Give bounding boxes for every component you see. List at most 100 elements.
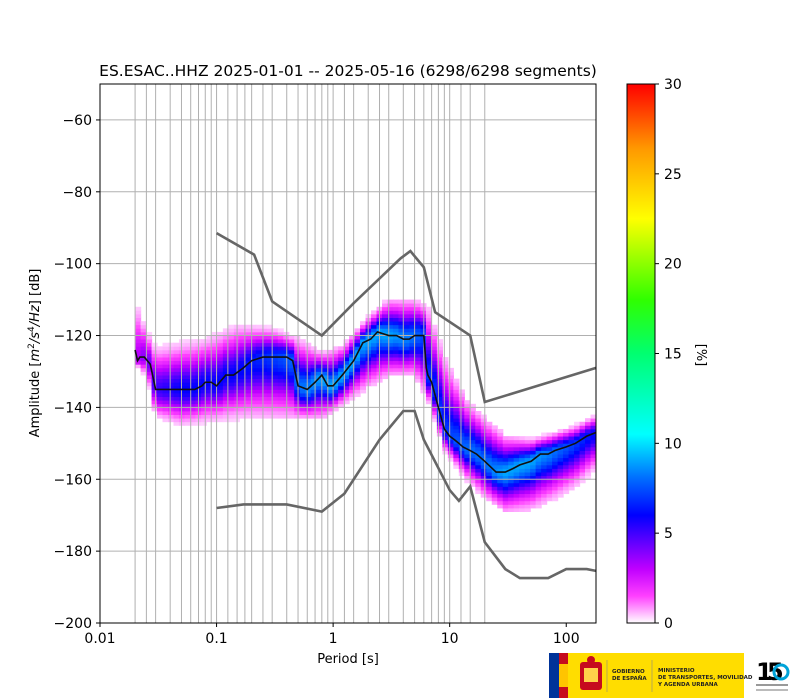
density-cell xyxy=(228,353,235,358)
density-cell xyxy=(360,353,367,358)
density-cell xyxy=(513,461,520,466)
density-cell xyxy=(228,410,235,415)
density-cell xyxy=(414,375,422,380)
density-cell xyxy=(513,436,520,441)
density-cell xyxy=(398,321,405,326)
density-cell xyxy=(173,382,180,387)
density-cell xyxy=(228,371,235,376)
density-cell xyxy=(458,468,465,473)
density-cell xyxy=(425,378,432,383)
density-cell xyxy=(519,475,526,480)
density-cell xyxy=(585,436,592,441)
density-cell xyxy=(332,407,339,412)
density-cell xyxy=(464,410,471,415)
density-cell xyxy=(392,313,400,318)
density-cell xyxy=(579,443,586,448)
density-cell xyxy=(327,357,334,362)
density-cell xyxy=(392,306,400,311)
density-cell xyxy=(135,342,142,347)
density-cell xyxy=(244,367,251,372)
density-cell xyxy=(464,407,471,412)
density-cell xyxy=(211,378,218,383)
density-cell xyxy=(464,475,471,480)
density-cell xyxy=(157,396,164,401)
density-cell xyxy=(387,342,394,347)
density-cell xyxy=(250,414,257,419)
density-cell xyxy=(552,432,559,437)
density-cell xyxy=(354,382,361,387)
density-cell xyxy=(261,349,268,354)
density-cell xyxy=(261,357,268,362)
density-cell xyxy=(557,482,564,487)
density-cell xyxy=(294,414,301,419)
density-cell xyxy=(288,403,295,408)
density-cell xyxy=(508,457,515,462)
density-cell xyxy=(458,450,465,455)
density-cell xyxy=(294,403,301,408)
density-cell xyxy=(316,393,323,398)
density-cell xyxy=(305,396,312,401)
density-cell xyxy=(458,428,465,433)
density-cell xyxy=(250,349,257,354)
density-cell xyxy=(277,396,284,401)
density-cell xyxy=(546,479,553,484)
density-cell xyxy=(431,371,438,376)
density-cell xyxy=(162,400,169,405)
density-cell xyxy=(200,378,208,383)
density-cell xyxy=(135,306,142,311)
density-cell xyxy=(140,324,147,329)
density-cell xyxy=(277,400,284,405)
density-cell xyxy=(469,464,476,469)
density-cell xyxy=(277,357,284,362)
density-cell xyxy=(425,346,432,351)
density-cell xyxy=(458,439,465,444)
density-cell xyxy=(431,410,438,415)
density-cell xyxy=(255,378,262,383)
density-cell xyxy=(250,403,257,408)
density-cell xyxy=(585,428,592,433)
density-cell xyxy=(508,439,515,444)
density-cell xyxy=(222,382,229,387)
density-cell xyxy=(519,497,526,502)
density-cell xyxy=(442,357,449,362)
density-cell xyxy=(168,346,175,351)
density-cell xyxy=(327,353,334,358)
density-cell xyxy=(288,400,295,405)
density-cell xyxy=(222,349,229,354)
density-cell xyxy=(530,436,537,441)
density-cell xyxy=(409,317,416,322)
density-cell xyxy=(157,410,164,415)
density-cell xyxy=(431,367,438,372)
density-cell xyxy=(590,428,596,433)
density-cell xyxy=(469,407,476,412)
density-cell xyxy=(151,364,158,369)
density-cell xyxy=(447,403,454,408)
density-cell xyxy=(431,364,438,369)
y-tick-label: −60 xyxy=(62,113,92,129)
density-cell xyxy=(343,349,350,354)
density-cell xyxy=(519,468,526,473)
density-cell xyxy=(409,357,416,362)
density-cell xyxy=(480,443,487,448)
density-cell xyxy=(360,339,367,344)
density-cell xyxy=(288,410,295,415)
density-cell xyxy=(222,357,229,362)
density-cell xyxy=(294,389,301,394)
density-cell xyxy=(579,479,586,484)
density-cell xyxy=(239,375,246,380)
density-cell xyxy=(524,450,531,455)
density-cell xyxy=(436,428,443,433)
density-cell xyxy=(513,500,520,505)
density-cell xyxy=(222,360,229,365)
density-cell xyxy=(266,353,273,358)
density-cell xyxy=(162,375,169,380)
density-cell xyxy=(321,414,328,419)
density-cell xyxy=(316,364,323,369)
density-cell xyxy=(508,508,515,512)
density-cell xyxy=(228,385,235,390)
ministry-logo: GOBIERNO DE ESPAÑA MINISTERIO DE TRANSPO… xyxy=(549,653,753,698)
density-cell xyxy=(305,346,312,351)
density-cell xyxy=(552,479,559,484)
density-cell xyxy=(178,353,186,358)
density-cell xyxy=(502,436,509,441)
